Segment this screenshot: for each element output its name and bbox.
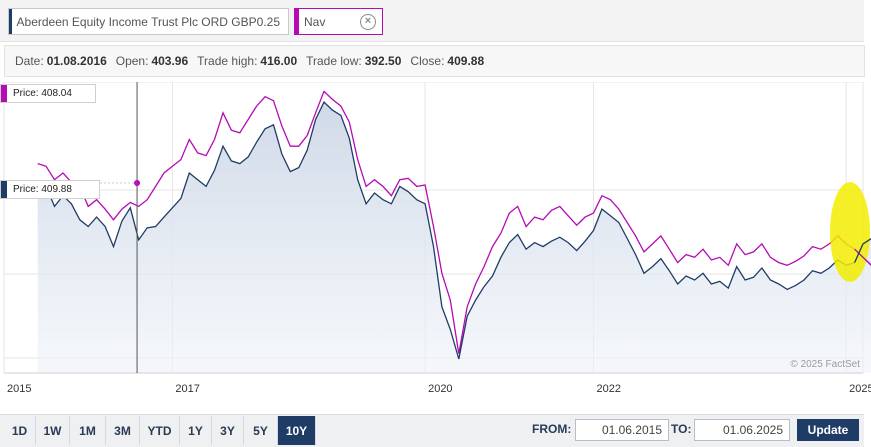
range-button-ytd[interactable]: YTD: [140, 416, 180, 445]
close-circle-icon[interactable]: ×: [360, 14, 376, 30]
nav-price-tooltip: Price: 408.04: [0, 84, 96, 103]
series-selector-bar: Aberdeen Equity Income Trust Plc ORD GBP…: [0, 0, 864, 42]
highlight-marker: [830, 182, 870, 282]
info-date: Date: 01.08.2016: [15, 54, 107, 68]
x-tick-label: 2020: [428, 383, 452, 395]
stock-area-fill: [37, 102, 871, 373]
range-button-3m[interactable]: 3M: [106, 416, 140, 445]
from-date-input[interactable]: [575, 419, 669, 441]
update-button[interactable]: Update: [797, 419, 859, 441]
range-button-5y[interactable]: 5Y: [244, 416, 278, 445]
price-chart[interactable]: 2015 2017 2020 2022 2025 © 2025 FactSet Pric…: [0, 81, 871, 402]
series-chip-stock[interactable]: Aberdeen Equity Income Trust Plc ORD GBP…: [8, 8, 289, 35]
range-button-1w[interactable]: 1W: [36, 416, 70, 445]
x-tick-label: 2025: [849, 383, 871, 395]
series-chip-label: Nav: [304, 14, 326, 29]
stock-tooltip-swatch: [1, 181, 7, 198]
range-button-3y[interactable]: 3Y: [212, 416, 244, 445]
x-tick-label: 2017: [175, 383, 199, 395]
range-button-10y[interactable]: 10Y: [278, 416, 316, 445]
range-button-1m[interactable]: 1M: [70, 416, 106, 445]
series-line-nav: [37, 90, 871, 354]
range-button-1d[interactable]: 1D: [4, 416, 36, 445]
ohlc-info-bar: Date: 01.08.2016 Open: 403.96 Trade high: 4…: [4, 45, 865, 77]
series-line-stock-end: [854, 237, 871, 263]
series-color-swatch: [295, 9, 299, 34]
from-label: FROM:: [532, 422, 572, 436]
factset-watermark: © 2025 FactSet: [790, 359, 860, 370]
series-color-swatch: [9, 9, 12, 34]
to-date-input[interactable]: [694, 419, 790, 441]
info-high: Trade high: 416.00: [197, 54, 298, 68]
info-open: Open: 403.96: [115, 54, 189, 68]
stock-price-tooltip: Price: 409.88: [0, 180, 100, 199]
price-chart-svg[interactable]: 2015 2017 2020 2022 2025 © 2025 FactSet: [0, 81, 871, 402]
info-close: Close: 409.88: [410, 54, 485, 68]
x-tick-label: 2015: [7, 383, 31, 395]
nav-tooltip-swatch: [1, 85, 7, 102]
series-chip-nav[interactable]: Nav ×: [294, 8, 383, 35]
series-chip-label: Aberdeen Equity Income Trust Plc ORD GBP…: [16, 14, 280, 29]
series-line-stock: [37, 101, 871, 360]
info-low: Trade low: 392.50: [306, 54, 402, 68]
to-label: TO:: [671, 422, 692, 436]
x-tick-label: 2022: [597, 383, 621, 395]
range-button-1y[interactable]: 1Y: [180, 416, 212, 445]
